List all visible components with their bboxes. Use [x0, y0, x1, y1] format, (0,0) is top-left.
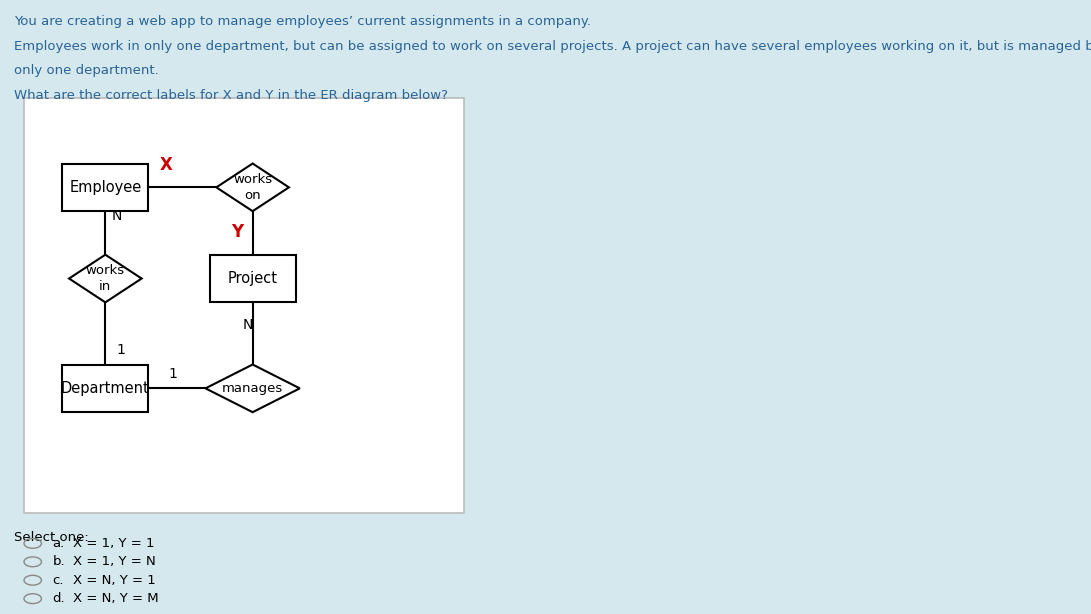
Text: You are creating a web app to manage employees’ current assignments in a company: You are creating a web app to manage emp…	[14, 15, 591, 28]
FancyBboxPatch shape	[62, 365, 148, 412]
Text: in: in	[99, 280, 111, 293]
FancyBboxPatch shape	[209, 255, 296, 302]
Text: What are the correct labels for X and Y in the ER diagram below?: What are the correct labels for X and Y …	[14, 89, 448, 102]
Text: X = 1, Y = 1: X = 1, Y = 1	[73, 537, 155, 550]
Text: Y: Y	[231, 223, 243, 241]
Text: on: on	[244, 189, 261, 202]
Text: works: works	[233, 173, 272, 186]
Text: Project: Project	[228, 271, 277, 286]
Text: X = N, Y = M: X = N, Y = M	[73, 592, 158, 605]
Text: Select one:: Select one:	[14, 531, 89, 544]
Polygon shape	[69, 255, 142, 302]
Text: Employees work in only one department, but can be assigned to work on several pr: Employees work in only one department, b…	[14, 40, 1091, 53]
Text: Department: Department	[61, 381, 149, 396]
Text: 1: 1	[168, 367, 177, 381]
Text: only one department.: only one department.	[14, 64, 159, 77]
Text: d.: d.	[52, 592, 65, 605]
Text: works: works	[86, 264, 124, 277]
Polygon shape	[205, 365, 300, 412]
Text: X = 1, Y = N: X = 1, Y = N	[73, 555, 156, 569]
Text: N: N	[111, 209, 121, 223]
Text: N: N	[243, 318, 253, 332]
Text: X: X	[159, 155, 172, 174]
Text: b.: b.	[52, 555, 65, 569]
FancyBboxPatch shape	[24, 98, 464, 513]
Text: a.: a.	[52, 537, 64, 550]
Text: X = N, Y = 1: X = N, Y = 1	[73, 573, 156, 587]
FancyBboxPatch shape	[62, 163, 148, 211]
Polygon shape	[216, 163, 289, 211]
Text: Employee: Employee	[69, 180, 142, 195]
Text: manages: manages	[221, 382, 284, 395]
Text: 1: 1	[117, 343, 125, 357]
Text: c.: c.	[52, 573, 64, 587]
